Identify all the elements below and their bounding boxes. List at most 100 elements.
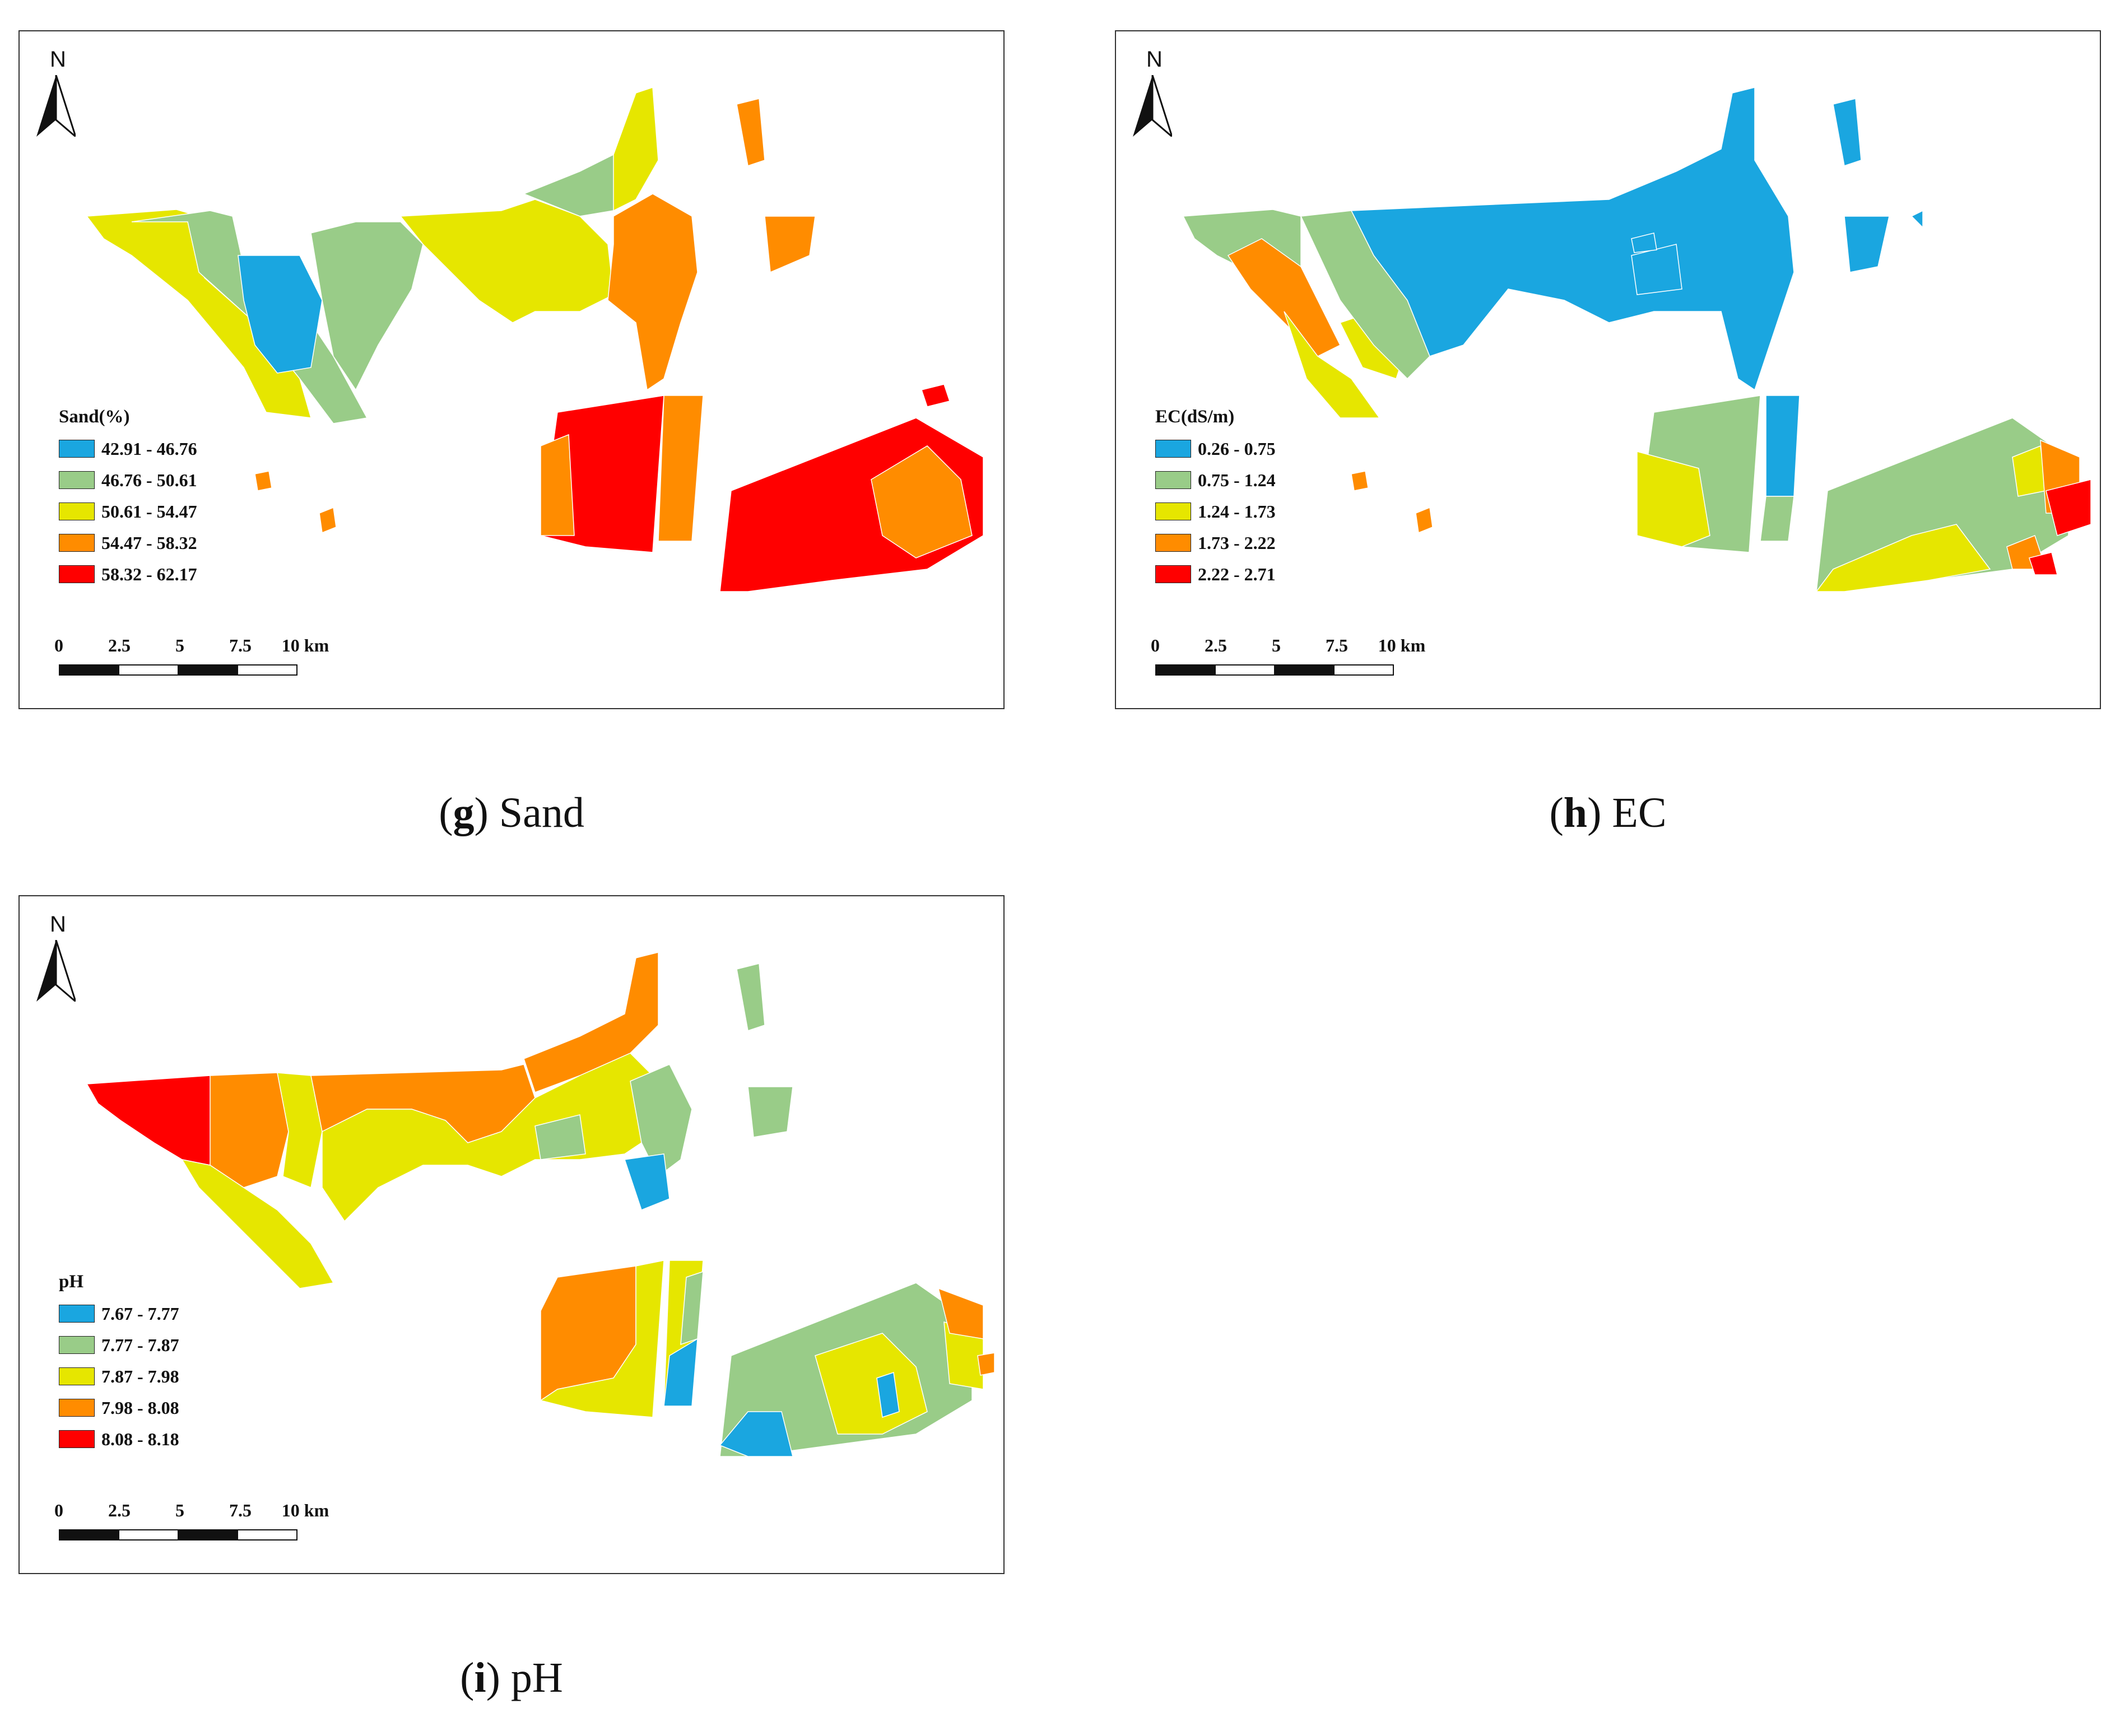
legend-swatch-yellow [59,1367,95,1385]
legend-label: 8.08 - 8.18 [101,1428,179,1449]
scale-segment [118,664,179,676]
ec-zone-rect-yellow [1637,451,1710,547]
scale-segment [1274,664,1335,676]
legend-ph: pH 7.67 - 7.77 7.77 - 7.87 7.87 - 7.98 7… [59,1272,179,1455]
sand-zone-mid-yellow [399,199,614,323]
legend-item: 58.32 - 62.17 [59,559,197,590]
legend-sand: Sand(%) 42.91 - 46.76 46.76 - 50.61 50.6… [59,407,197,590]
ec-zone-main-blue [1350,87,1794,391]
legend-swatch-green [59,471,95,489]
scale-label: 2.5 [1205,635,1227,655]
legend-label: 54.47 - 58.32 [101,532,197,553]
north-label: N [1146,47,1163,72]
legend-swatch-red [59,565,95,583]
legend-item: 1.24 - 1.73 [1155,496,1276,527]
ec-zone-strip-green [1760,496,1794,542]
legend-swatch-orange [59,534,95,552]
scale-segment [1155,664,1216,676]
caption-letter: i [474,1654,486,1701]
caption-letter: h [1563,789,1588,836]
scale-label: 10 km [281,1500,329,1520]
ec-zone-small-orange [1351,471,1433,534]
scale-segment [237,1529,297,1540]
legend-item: 0.26 - 0.75 [1155,433,1276,464]
scale-label: 0 [54,635,63,655]
scale-bar: 0 2.5 5 7.5 10 km [54,1500,339,1545]
scale-label: 5 [1272,635,1281,655]
legend-item: 50.61 - 54.47 [59,496,197,527]
legend-item: 46.76 - 50.61 [59,464,197,496]
legend-swatch-yellow [1155,502,1191,520]
scale-label: 2.5 [108,635,131,655]
legend-label: 46.76 - 50.61 [101,469,197,490]
ec-zone-strip-blue [1765,395,1800,497]
caption-ph: (i) pH [460,1654,563,1701]
legend-label: 0.26 - 0.75 [1198,438,1276,459]
scale-label: 7.5 [229,1500,252,1520]
scale-label: 7.5 [229,635,252,655]
scale-label: 7.5 [1326,635,1348,655]
legend-item: 2.22 - 2.71 [1155,559,1276,590]
scale-label: 10 km [1378,635,1426,655]
sand-zone-blue [238,255,323,374]
scale-label: 5 [175,1500,184,1520]
legend-label: 58.32 - 62.17 [101,564,197,584]
ph-zone-northeast-yellow [736,963,765,1031]
map-panel-sand: N Sand(%) 42.91 - 46.76 46.76 - 50.61 50… [18,30,1005,709]
legend-label: 7.98 - 8.08 [101,1397,179,1418]
legend-label: 50.61 - 54.47 [101,501,197,522]
legend-label: 2.22 - 2.71 [1198,564,1276,584]
north-arrow: N [36,912,81,1024]
caption-text: EC [1612,789,1667,836]
scale-label: 2.5 [108,1500,131,1520]
scale-segment [59,664,119,676]
scale-segment [1215,664,1275,676]
caption-sand: (g) Sand [439,789,584,836]
legend-title: EC(dS/m) [1155,407,1235,427]
ph-zone-west-orange [210,1072,289,1188]
ec-zone-northeast-blue [1833,98,1890,273]
legend-swatch-orange [1155,534,1191,552]
sand-zone-mid-green [310,221,424,391]
legend-item: 54.47 - 58.32 [59,527,197,559]
legend-swatch-red [1155,565,1191,583]
sand-zone-small-orange [254,471,337,534]
sand-zone-southeast-red-edge [921,384,950,407]
ec-zone-southeast-red [2029,479,2091,575]
caption-text: pH [510,1654,563,1701]
sand-zone-north-yellow [613,86,659,212]
ph-zone-southeast-orange [937,1287,995,1376]
legend-label: 7.77 - 7.87 [101,1334,179,1355]
map-panel-ph: N pH 7.67 - 7.77 7.77 - 7.87 7.87 - 7.98… [18,895,1005,1574]
legend-item: 7.98 - 8.08 [59,1392,179,1423]
legend-item: 0.75 - 1.24 [1155,464,1276,496]
north-arrow-icon [36,940,76,1002]
ec-zone-inner-blue [1631,244,1682,295]
ec-map [1182,87,2091,592]
legend-item: 8.08 - 8.18 [59,1423,179,1455]
legend-label: 1.73 - 2.22 [1198,532,1276,553]
scale-label: 0 [1151,635,1160,655]
scale-label: 5 [175,635,184,655]
caption-text: Sand [499,789,584,836]
ph-map [86,952,995,1457]
ph-zone-inner-green [534,1064,793,1177]
legend-label: 42.91 - 46.76 [101,438,197,459]
scale-segment [178,1529,238,1540]
legend-item: 7.77 - 7.87 [59,1329,179,1361]
ec-zone-west-orange [1227,238,1341,357]
ec-zone-inner-green [1631,210,1923,253]
scale-segment [237,664,297,676]
legend-item: 42.91 - 46.76 [59,433,197,464]
sand-zone-southeast-orange [871,445,973,559]
legend-title: pH [59,1272,84,1292]
legend-title: Sand(%) [59,407,130,427]
legend-label: 0.75 - 1.24 [1198,469,1276,490]
ph-zone-strip-blue [663,1338,698,1407]
north-label: N [50,912,66,937]
legend-swatch-red [59,1430,95,1448]
caption-ec: (h) EC [1549,789,1667,836]
legend-item: 7.87 - 7.98 [59,1361,179,1392]
north-label: N [50,47,66,72]
scale-segment [118,1529,179,1540]
